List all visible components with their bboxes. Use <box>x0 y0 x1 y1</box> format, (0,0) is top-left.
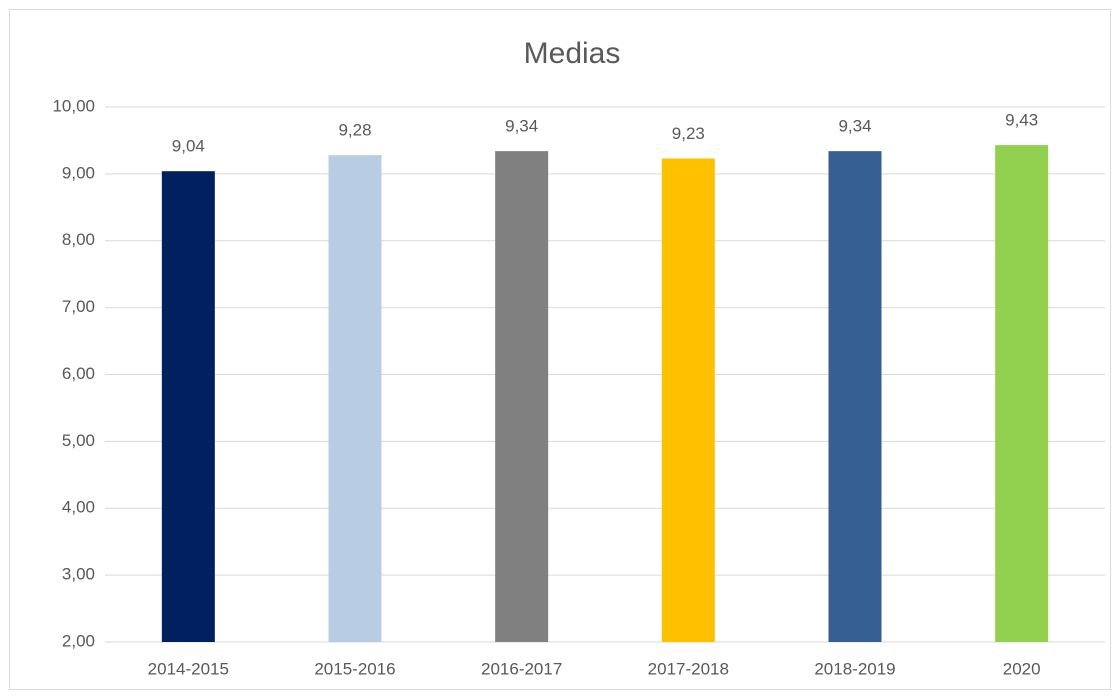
y-tick-label: 8,00 <box>62 230 95 249</box>
data-label: 9,34 <box>505 117 538 136</box>
data-label: 9,04 <box>172 137 205 156</box>
data-label: 9,28 <box>338 121 371 140</box>
y-tick-label: 4,00 <box>62 498 95 517</box>
y-tick-label: 9,00 <box>62 163 95 182</box>
y-tick-label: 5,00 <box>62 431 95 450</box>
data-label: 9,34 <box>838 117 871 136</box>
y-tick-label: 2,00 <box>62 631 95 650</box>
x-tick-label: 2014-2015 <box>148 659 229 678</box>
x-tick-label: 2017-2018 <box>648 659 729 678</box>
chart-title: Medias <box>524 37 621 70</box>
bar <box>161 171 215 642</box>
bar <box>995 145 1049 642</box>
bar <box>828 151 882 642</box>
bar <box>328 155 382 642</box>
x-tick-label: 2020 <box>1003 659 1041 678</box>
x-tick-label: 2018-2019 <box>814 659 895 678</box>
y-tick-label: 7,00 <box>62 297 95 316</box>
x-tick-label: 2016-2017 <box>481 659 562 678</box>
y-tick-label: 10,00 <box>52 96 95 115</box>
y-tick-label: 3,00 <box>62 565 95 584</box>
bar <box>661 158 715 642</box>
x-tick-label: 2015-2016 <box>314 659 395 678</box>
data-label: 9,23 <box>672 124 705 143</box>
y-tick-label: 6,00 <box>62 364 95 383</box>
data-label: 9,43 <box>1005 111 1038 130</box>
bar <box>495 151 549 642</box>
